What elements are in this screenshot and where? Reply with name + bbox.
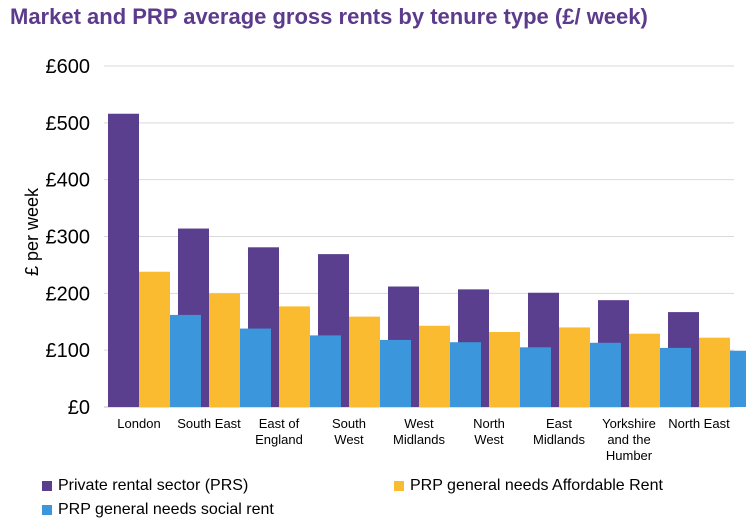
x-tick-label: South West <box>332 416 366 447</box>
bar-affordable-rent <box>559 327 590 407</box>
x-tick-label: London <box>117 416 160 431</box>
bar-affordable-rent <box>209 293 240 407</box>
legend-item-social-rent: PRP general needs social rent <box>42 501 274 519</box>
legend-swatch-social-rent <box>42 505 52 515</box>
bar-social-rent <box>450 342 481 407</box>
y-tick-label: £600 <box>46 56 91 78</box>
bar-social-rent <box>660 347 691 407</box>
x-tick-label: East Midlands <box>533 416 586 447</box>
bar-social-rent <box>590 342 621 407</box>
x-tick-label: Yorkshire and the Humber <box>602 416 656 463</box>
bar-affordable-rent <box>699 337 730 407</box>
bars <box>108 113 746 408</box>
y-axis-label: £ per week <box>22 187 42 276</box>
bar-affordable-rent <box>279 306 310 407</box>
legend-label-prs: Private rental sector (PRS) <box>58 477 249 494</box>
x-tick-label: North West <box>473 416 505 447</box>
y-tick-label: £100 <box>46 340 91 362</box>
bar-affordable-rent <box>349 316 380 407</box>
bar-social-rent <box>170 314 201 407</box>
y-tick-label: £500 <box>46 113 91 135</box>
bar-social-rent <box>520 347 551 407</box>
bar-social-rent <box>730 350 746 407</box>
bar-affordable-rent <box>489 331 520 407</box>
bar-affordable-rent <box>139 271 170 407</box>
x-tick-labels: London South East East of England South West W… <box>117 416 730 463</box>
x-tick-label: North East <box>668 416 730 431</box>
legend-label-affordable-rent: PRP general needs Affordable Rent <box>410 477 663 494</box>
x-tick-label: West Midlands <box>393 416 446 447</box>
legend-label-social-rent: PRP general needs social rent <box>58 501 274 518</box>
chart-title: Market and PRP average gross rents by te… <box>10 4 648 29</box>
y-tick-label: £400 <box>46 170 91 192</box>
legend-swatch-affordable-rent <box>394 481 404 491</box>
bar-affordable-rent <box>629 333 660 407</box>
y-tick-labels: £0 £100 £200 £300 £400 £500 £600 <box>46 56 91 419</box>
y-tick-label: £0 <box>68 397 90 419</box>
legend-item-affordable-rent: PRP general needs Affordable Rent <box>394 477 663 495</box>
y-tick-label: £300 <box>46 227 91 249</box>
bar-social-rent <box>240 328 271 407</box>
legend-item-prs: Private rental sector (PRS) <box>42 477 248 495</box>
bar-social-rent <box>310 335 341 407</box>
bar-social-rent <box>380 339 411 407</box>
bar-affordable-rent <box>419 325 450 407</box>
x-tick-label: South East <box>177 416 241 431</box>
y-tick-label: £200 <box>46 283 91 305</box>
bar-prs <box>108 113 139 408</box>
x-tick-label: East of England <box>255 416 303 447</box>
legend-swatch-prs <box>42 481 52 491</box>
